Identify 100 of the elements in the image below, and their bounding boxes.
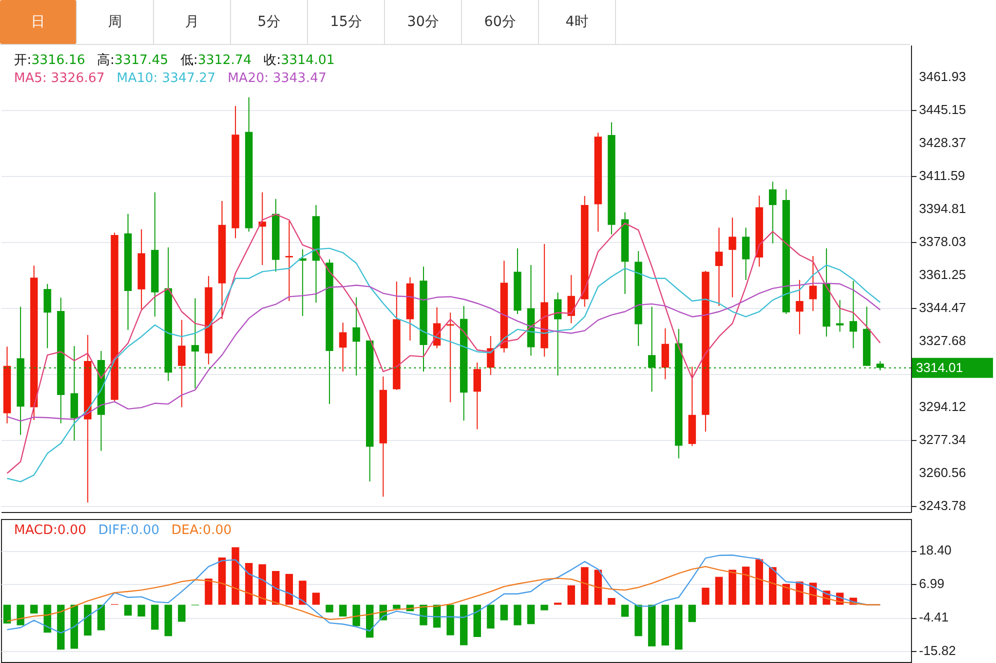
annotation: 高:3317.45 bbox=[97, 53, 168, 68]
candlestick bbox=[850, 280, 858, 349]
bar bbox=[218, 557, 226, 605]
line-series bbox=[6, 248, 881, 482]
bar bbox=[446, 604, 454, 636]
text: 周 bbox=[77, 0, 154, 44]
bar bbox=[580, 567, 588, 605]
bar bbox=[178, 604, 186, 622]
bar bbox=[151, 604, 159, 630]
ref-line-label: 3314.01 bbox=[916, 360, 963, 375]
annotation: 低:3312.74 bbox=[180, 53, 252, 68]
bar bbox=[298, 580, 306, 605]
bar bbox=[70, 604, 78, 649]
text: MA10: 3347.27 bbox=[116, 71, 216, 86]
y-tick-label: 3394.81 bbox=[919, 200, 966, 216]
candlestick bbox=[742, 227, 750, 280]
y-tick-label: 3461.93 bbox=[919, 68, 966, 84]
bar bbox=[245, 563, 253, 605]
text: 月 bbox=[154, 0, 231, 44]
bar bbox=[527, 604, 535, 624]
annotation: 开:3316.16 bbox=[14, 53, 86, 68]
bar bbox=[621, 604, 629, 617]
bar bbox=[97, 604, 105, 630]
bar bbox=[674, 604, 682, 650]
bar bbox=[782, 584, 790, 605]
y-tick-label: 3294.12 bbox=[919, 398, 966, 414]
bar bbox=[756, 559, 764, 605]
bar bbox=[124, 604, 132, 616]
y-tick-label: 6.99 bbox=[919, 576, 944, 592]
bar bbox=[768, 567, 776, 605]
bar bbox=[540, 604, 548, 610]
y-tick-label: 3411.59 bbox=[919, 168, 966, 183]
text: 5分 bbox=[231, 0, 308, 44]
candlestick bbox=[796, 279, 804, 335]
y-tick-label: -4.41 bbox=[919, 610, 949, 625]
bar bbox=[460, 604, 468, 646]
bar bbox=[742, 566, 750, 605]
text: MACD:0.00 bbox=[14, 523, 86, 538]
bar bbox=[392, 604, 400, 609]
bar bbox=[138, 604, 146, 616]
bar bbox=[661, 604, 670, 646]
candlestick bbox=[768, 181, 776, 244]
bar bbox=[232, 547, 240, 605]
bar bbox=[3, 604, 11, 624]
bar bbox=[702, 588, 710, 605]
y-tick-label: 3344.47 bbox=[919, 300, 966, 315]
y-tick-label: 3243.78 bbox=[919, 498, 966, 513]
y-tick-label: 3428.37 bbox=[919, 134, 966, 150]
candlestick bbox=[446, 312, 454, 403]
bar bbox=[688, 604, 696, 622]
bar bbox=[366, 604, 374, 638]
text: 4时 bbox=[539, 0, 616, 44]
text: DIFF:0.00 bbox=[98, 523, 160, 538]
bar bbox=[339, 604, 347, 616]
text: MA20: 3343.47 bbox=[228, 71, 326, 86]
candlestick bbox=[44, 283, 52, 349]
candlestick bbox=[285, 220, 293, 302]
text: DEA:0.00 bbox=[171, 523, 232, 538]
bar bbox=[30, 604, 38, 614]
bar bbox=[648, 604, 656, 646]
text: 30分 bbox=[385, 0, 462, 44]
candlestick bbox=[715, 227, 723, 306]
candlestick bbox=[473, 362, 481, 430]
bar bbox=[285, 574, 293, 605]
annotation: 收:3314.01 bbox=[263, 53, 335, 68]
line-series bbox=[6, 214, 881, 474]
bar bbox=[486, 604, 494, 629]
bar bbox=[715, 576, 723, 605]
bar bbox=[352, 604, 360, 626]
text: 15分 bbox=[308, 0, 385, 44]
bar bbox=[44, 604, 52, 633]
candlestick bbox=[809, 255, 817, 312]
bar bbox=[312, 592, 320, 605]
bar bbox=[164, 604, 172, 636]
y-tick-label: 3378.03 bbox=[919, 234, 966, 249]
y-tick-label: -15.82 bbox=[919, 643, 956, 658]
candlestick bbox=[661, 328, 670, 380]
candlestick bbox=[567, 274, 576, 324]
bar bbox=[567, 585, 576, 605]
bar bbox=[514, 604, 522, 626]
text: 日 bbox=[0, 0, 77, 44]
text: 60分 bbox=[462, 0, 539, 44]
y-tick-label: 3445.15 bbox=[919, 102, 966, 117]
bar bbox=[608, 598, 616, 605]
candlestick bbox=[836, 300, 844, 332]
bar bbox=[16, 604, 24, 626]
bar bbox=[500, 604, 508, 620]
bar bbox=[272, 570, 280, 605]
candlestick bbox=[178, 319, 186, 408]
line-series bbox=[6, 566, 881, 622]
bar bbox=[634, 604, 642, 636]
bar bbox=[728, 570, 736, 605]
candlestick bbox=[339, 322, 347, 372]
bar bbox=[258, 564, 266, 605]
y-tick-label: 3361.25 bbox=[919, 266, 966, 282]
bar bbox=[84, 604, 92, 636]
text: MA5: 3326.67 bbox=[14, 71, 105, 86]
y-tick-label: 3277.34 bbox=[919, 432, 966, 447]
bar bbox=[204, 578, 212, 605]
bar bbox=[326, 604, 334, 612]
